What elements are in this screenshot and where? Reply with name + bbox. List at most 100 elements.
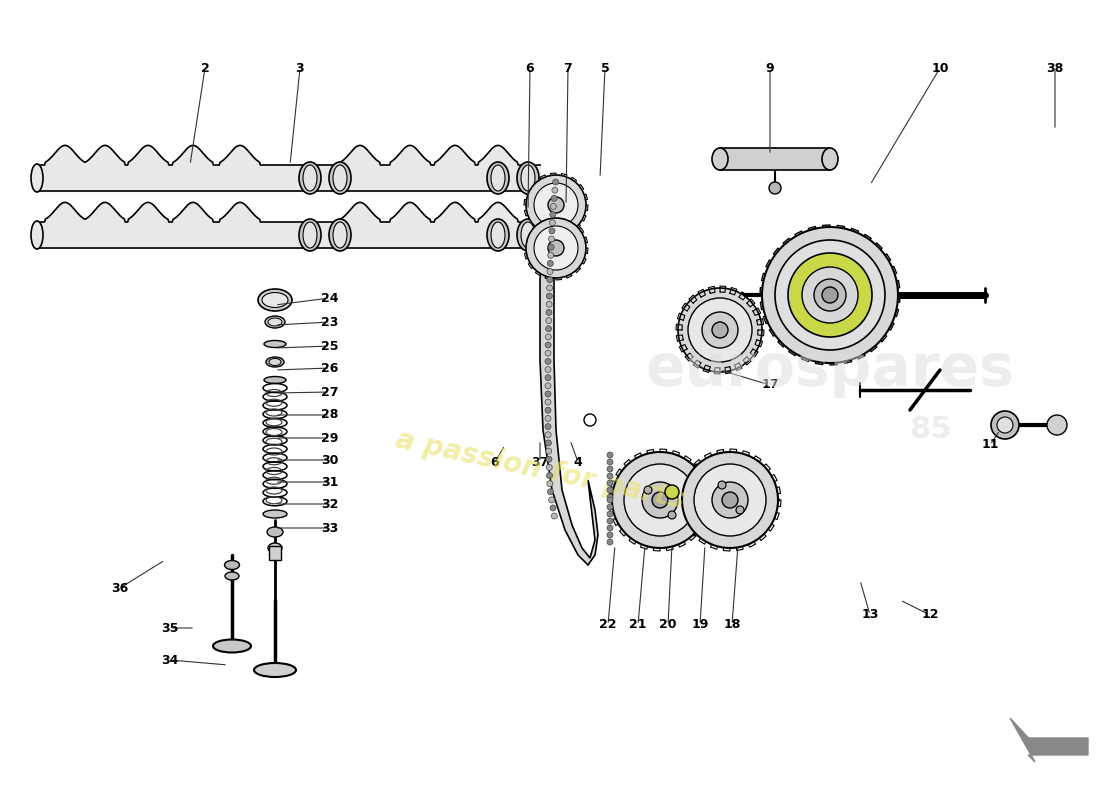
Circle shape — [736, 506, 744, 514]
Ellipse shape — [487, 162, 509, 194]
Text: 26: 26 — [321, 362, 339, 374]
Circle shape — [552, 179, 559, 185]
Ellipse shape — [521, 222, 535, 248]
Circle shape — [546, 456, 552, 462]
Ellipse shape — [491, 222, 505, 248]
Circle shape — [548, 244, 554, 250]
Text: 35: 35 — [162, 622, 178, 634]
Circle shape — [678, 288, 762, 372]
Text: 34: 34 — [162, 654, 178, 666]
Circle shape — [624, 464, 696, 536]
Ellipse shape — [299, 162, 321, 194]
Circle shape — [666, 485, 679, 499]
Text: 9: 9 — [766, 62, 774, 74]
Circle shape — [534, 183, 578, 227]
Circle shape — [546, 432, 551, 438]
Circle shape — [822, 287, 838, 303]
Circle shape — [991, 411, 1019, 439]
Circle shape — [548, 240, 564, 256]
Ellipse shape — [333, 165, 346, 191]
Circle shape — [668, 511, 676, 519]
Circle shape — [548, 489, 553, 495]
Circle shape — [544, 391, 551, 397]
Ellipse shape — [265, 316, 285, 328]
Circle shape — [526, 218, 586, 278]
Circle shape — [548, 252, 553, 258]
Circle shape — [607, 532, 613, 538]
Circle shape — [718, 481, 726, 489]
Circle shape — [544, 407, 551, 414]
Circle shape — [642, 482, 678, 518]
Circle shape — [544, 399, 551, 405]
Circle shape — [584, 414, 596, 426]
Circle shape — [607, 480, 613, 486]
Circle shape — [544, 383, 551, 389]
Bar — [270, 546, 280, 560]
Ellipse shape — [270, 358, 280, 366]
Ellipse shape — [491, 165, 505, 191]
Circle shape — [1047, 415, 1067, 435]
Circle shape — [549, 497, 554, 503]
Ellipse shape — [487, 219, 509, 251]
Ellipse shape — [302, 222, 317, 248]
Circle shape — [712, 322, 728, 338]
Circle shape — [607, 452, 613, 458]
Circle shape — [549, 220, 556, 226]
Circle shape — [547, 269, 553, 274]
Circle shape — [547, 473, 552, 478]
Circle shape — [526, 175, 586, 235]
Circle shape — [682, 452, 778, 548]
Circle shape — [546, 318, 552, 323]
Text: eurospares: eurospares — [646, 342, 1014, 398]
Ellipse shape — [264, 341, 286, 347]
Circle shape — [546, 440, 551, 446]
Ellipse shape — [822, 148, 838, 170]
Ellipse shape — [31, 221, 43, 249]
Text: 28: 28 — [321, 409, 339, 422]
Ellipse shape — [263, 510, 287, 518]
Circle shape — [544, 374, 551, 381]
Circle shape — [551, 195, 557, 202]
Ellipse shape — [769, 182, 781, 194]
Circle shape — [552, 187, 558, 193]
Text: 2: 2 — [200, 62, 209, 74]
Ellipse shape — [329, 162, 351, 194]
Ellipse shape — [333, 222, 346, 248]
Circle shape — [546, 302, 552, 307]
Circle shape — [607, 466, 613, 472]
Text: 36: 36 — [111, 582, 129, 594]
Circle shape — [547, 464, 552, 470]
Circle shape — [607, 459, 613, 465]
Text: 18: 18 — [724, 618, 740, 631]
Text: 6: 6 — [491, 455, 499, 469]
Text: 3: 3 — [296, 62, 305, 74]
Text: 33: 33 — [321, 522, 339, 534]
Circle shape — [551, 513, 558, 519]
Ellipse shape — [517, 219, 539, 251]
Ellipse shape — [266, 357, 284, 367]
Ellipse shape — [329, 219, 351, 251]
Circle shape — [546, 326, 551, 332]
Circle shape — [547, 293, 552, 299]
Ellipse shape — [302, 165, 317, 191]
Text: 13: 13 — [861, 609, 879, 622]
Circle shape — [547, 481, 553, 486]
Text: 29: 29 — [321, 431, 339, 445]
Circle shape — [544, 358, 551, 364]
Text: 21: 21 — [629, 618, 647, 631]
Circle shape — [549, 228, 556, 234]
Text: 25: 25 — [321, 339, 339, 353]
Ellipse shape — [268, 318, 282, 326]
Text: 85: 85 — [909, 415, 952, 445]
Circle shape — [802, 267, 858, 323]
Circle shape — [607, 494, 613, 500]
Circle shape — [607, 487, 613, 493]
Text: 7: 7 — [563, 62, 572, 74]
Circle shape — [788, 253, 872, 337]
Circle shape — [607, 473, 613, 479]
Text: 24: 24 — [321, 291, 339, 305]
Text: 32: 32 — [321, 498, 339, 510]
Text: 38: 38 — [1046, 62, 1064, 74]
Text: 4: 4 — [573, 455, 582, 469]
Ellipse shape — [31, 164, 43, 192]
